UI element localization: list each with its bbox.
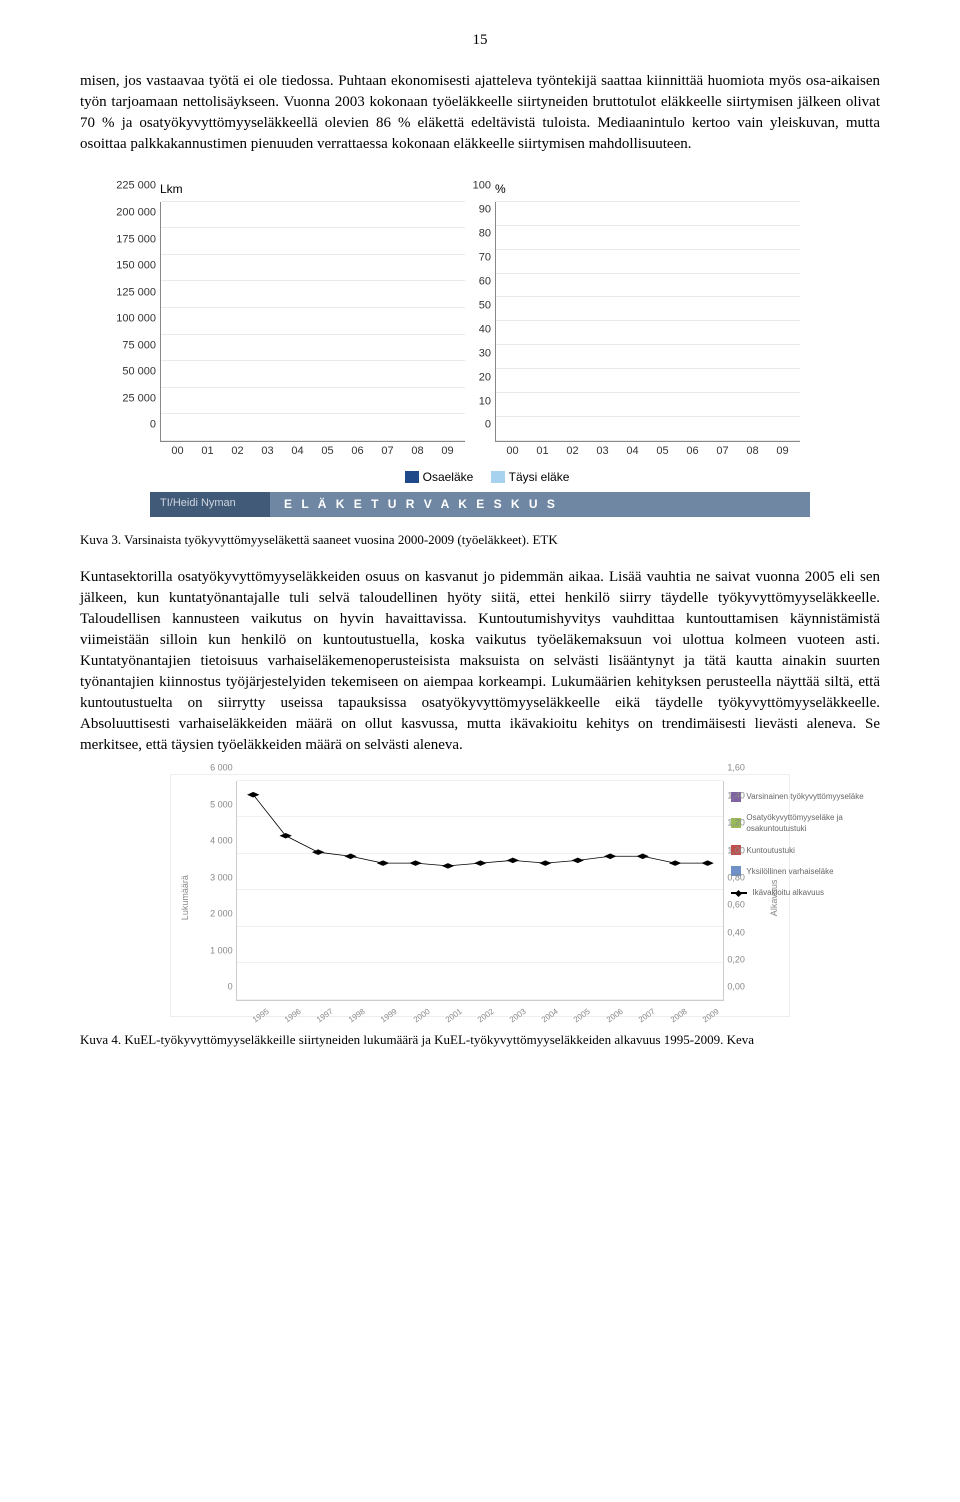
- chart1-xtick: 06: [679, 444, 706, 459]
- chart1-ytick: 175 000: [116, 232, 161, 247]
- legend-label-full: Täysi eläke: [509, 470, 570, 484]
- chart2-xtick: 2002: [471, 1003, 501, 1028]
- chart2-ytick-right: 0,80: [723, 872, 745, 885]
- chart1-ytick: 0: [150, 418, 161, 433]
- chart1-xtick: 09: [434, 444, 461, 459]
- chart1-xtick: 03: [589, 444, 616, 459]
- chart1-ytick: 25 000: [122, 391, 161, 406]
- chart1-xtick: 05: [314, 444, 341, 459]
- chart1-ytick: 40: [479, 322, 496, 337]
- chart2-xtick: 2006: [600, 1003, 630, 1028]
- chart2-ytick-left: 3 000: [210, 872, 237, 885]
- chart2-ytick-left: 2 000: [210, 908, 237, 921]
- chart1-ytick: 90: [479, 203, 496, 218]
- chart1-ytick: 200 000: [116, 205, 161, 220]
- legend-swatch-part: [405, 471, 419, 483]
- chart1-ytick: 50: [479, 298, 496, 313]
- chart2-left-axis-label: Lukumäärä: [177, 781, 194, 1014]
- chart2-xtick: 1997: [310, 1003, 340, 1028]
- chart1-xtick: 08: [739, 444, 766, 459]
- chart1-ytick: 20: [479, 370, 496, 385]
- chart2-right-axis-label: Alkavuus: [766, 781, 783, 1014]
- chart1-right-panel: % 0102030405060708090100 000102030405060…: [495, 181, 800, 459]
- chart2-ytick-left: 5 000: [210, 799, 237, 812]
- chart2-legend-item: Varsinainen työkyvyttömyyseläke: [731, 791, 881, 802]
- chart2-ytick-left: 1 000: [210, 945, 237, 958]
- chart2-ytick-right: 1,40: [723, 789, 745, 802]
- chart2-ytick-left: 6 000: [210, 762, 237, 775]
- chart-2: Lukumäärä Varsinainen työkyvyttömyyseläk…: [170, 774, 790, 1017]
- chart1-right-y-title: %: [495, 181, 800, 198]
- paragraph-1: misen, jos vastaavaa työtä ei ole tiedos…: [80, 71, 880, 155]
- legend-swatch-full: [491, 471, 505, 483]
- legend-label-part: Osaeläke: [423, 470, 474, 484]
- chart1-legend: Osaeläke Täysi eläke: [150, 459, 810, 492]
- chart1-xtick: 00: [164, 444, 191, 459]
- chart1-ytick: 60: [479, 274, 496, 289]
- chart1-xtick: 08: [404, 444, 431, 459]
- chart2-ytick-left: 0: [228, 981, 237, 994]
- chart2-xtick: 2007: [632, 1003, 662, 1028]
- chart1-ytick: 100 000: [116, 311, 161, 326]
- chart1-footer-right: E L Ä K E T U R V A K E S K U S: [270, 492, 810, 517]
- chart2-legend-item: Osatyökyvyttömyyseläke ja osakuntoutustu…: [731, 812, 881, 834]
- chart1-xtick: 04: [284, 444, 311, 459]
- chart1-ytick: 75 000: [122, 338, 161, 353]
- chart2-legend-item: Kuntoutustuki: [731, 845, 881, 856]
- chart2-ytick-right: 1,60: [723, 762, 745, 775]
- paragraph-2: Kuntasektorilla osatyökyvyttömyyseläkkei…: [80, 567, 880, 756]
- chart2-xtick: 2009: [696, 1003, 726, 1028]
- chart2-xtick: 1995: [246, 1003, 276, 1028]
- chart2-ytick-right: 0,20: [723, 954, 745, 967]
- chart2-xtick: 2008: [664, 1003, 694, 1028]
- chart2-xtick: 1998: [342, 1003, 372, 1028]
- chart1-ytick: 100: [473, 179, 496, 194]
- chart1-xtick: 06: [344, 444, 371, 459]
- chart1-xtick: 07: [709, 444, 736, 459]
- chart2-ytick-right: 0,40: [723, 926, 745, 939]
- chart2-xtick: 1996: [278, 1003, 308, 1028]
- chart1-xtick: 05: [649, 444, 676, 459]
- chart1-xtick: 02: [559, 444, 586, 459]
- chart1-left-y-title: Lkm: [160, 181, 465, 198]
- chart2-ytick-right: 1,20: [723, 817, 745, 830]
- caption-2: Kuva 4. KuEL-työkyvyttömyyseläkkeille si…: [80, 1031, 880, 1049]
- chart2-xtick: 2003: [503, 1003, 533, 1028]
- chart2-xtick: 1999: [374, 1003, 404, 1028]
- chart1-xtick: 07: [374, 444, 401, 459]
- chart2-xtick: 2001: [439, 1003, 469, 1028]
- chart2-legend: Varsinainen työkyvyttömyyseläke Osatyökyv…: [731, 791, 881, 908]
- chart1-ytick: 125 000: [116, 285, 161, 300]
- chart1-ytick: 225 000: [116, 179, 161, 194]
- chart2-xtick: 2000: [407, 1003, 437, 1028]
- chart1-ytick: 70: [479, 250, 496, 265]
- chart2-ytick-right: 0,60: [723, 899, 745, 912]
- chart1-xtick: 03: [254, 444, 281, 459]
- chart1-xtick: 09: [769, 444, 796, 459]
- chart1-ytick: 50 000: [122, 365, 161, 380]
- chart2-legend-item: Yksilöllinen varhaiseläke: [731, 866, 881, 877]
- chart1-ytick: 30: [479, 346, 496, 361]
- chart1-ytick: 150 000: [116, 258, 161, 273]
- chart1-xtick: 00: [499, 444, 526, 459]
- chart2-ytick-left: 4 000: [210, 835, 237, 848]
- chart2-ytick-right: 0,00: [723, 981, 745, 994]
- chart1-ytick: 80: [479, 227, 496, 242]
- chart2-xtick: 2005: [568, 1003, 598, 1028]
- chart1-xtick: 01: [194, 444, 221, 459]
- chart2-ytick-right: 1,00: [723, 844, 745, 857]
- chart1-footer-left: TI/Heidi Nyman: [150, 492, 270, 517]
- chart1-xtick: 04: [619, 444, 646, 459]
- chart1-ytick: 0: [485, 418, 496, 433]
- chart1-ytick: 10: [479, 394, 496, 409]
- chart1-left-panel: Lkm 025 00050 00075 000100 000125 000150…: [160, 181, 465, 459]
- caption-1: Kuva 3. Varsinaista työkyvyttömyyseläket…: [80, 531, 880, 549]
- chart2-xtick: 2004: [535, 1003, 565, 1028]
- chart1-footer: TI/Heidi Nyman E L Ä K E T U R V A K E S…: [150, 492, 810, 517]
- chart-1: Lkm 025 00050 00075 000100 000125 000150…: [150, 173, 810, 517]
- chart1-xtick: 02: [224, 444, 251, 459]
- page-number: 15: [80, 30, 880, 51]
- chart2-legend-item: Ikävakioitu alkavuus: [731, 887, 881, 898]
- chart1-xtick: 01: [529, 444, 556, 459]
